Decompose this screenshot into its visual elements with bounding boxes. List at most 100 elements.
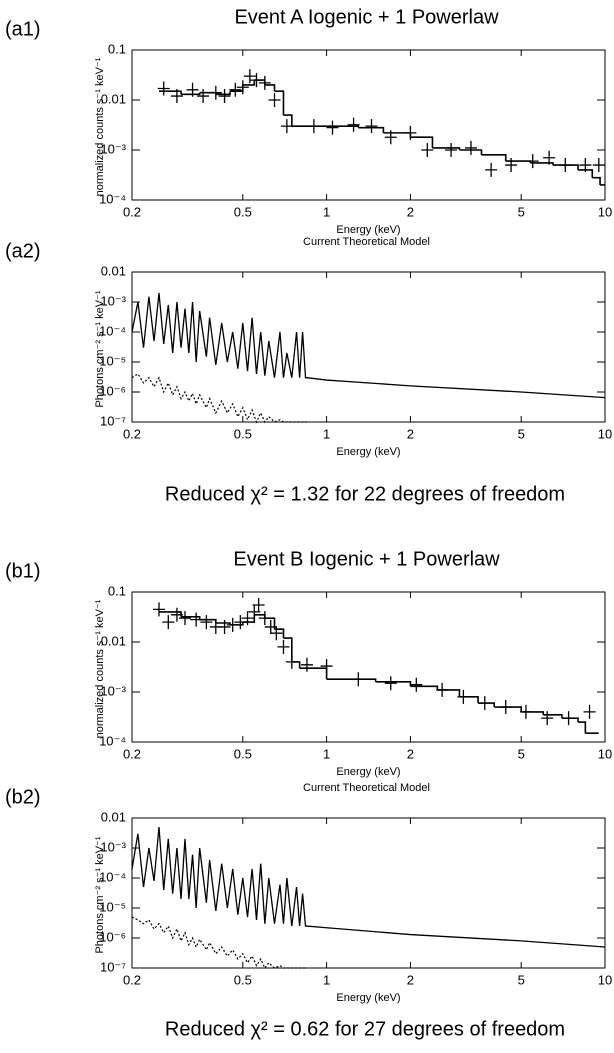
y-axis-label: Photons cm⁻² s⁻¹ keV⁻¹ [94, 290, 106, 407]
x-tick-label: 0.2 [123, 746, 141, 761]
x-tick-label: 5 [518, 972, 525, 987]
x-axis-label: Energy (keV) [336, 446, 400, 458]
x-tick-label: 1 [323, 746, 330, 761]
data-point [200, 615, 213, 630]
model-step [358, 126, 385, 133]
model-step [158, 611, 182, 617]
data-point [365, 119, 378, 134]
model-step [561, 717, 579, 723]
data-point [270, 626, 283, 641]
data-point [464, 140, 477, 155]
model-step [437, 689, 461, 697]
model-step [299, 667, 328, 680]
x-tick-label: 0.2 [123, 204, 141, 219]
x-tick-label: 2 [407, 972, 414, 987]
model-step [264, 84, 276, 92]
x-tick-label: 0.5 [234, 972, 252, 987]
data-point [421, 143, 434, 157]
panel-label: (a2) [5, 240, 41, 262]
data-point [347, 117, 360, 132]
model-step [283, 114, 293, 127]
data-point [229, 82, 242, 97]
model-step [530, 162, 554, 166]
model-step [230, 622, 244, 626]
data-point [243, 69, 256, 84]
model-step [181, 615, 201, 620]
model-step [242, 614, 256, 623]
model-step [432, 147, 461, 150]
chart-title: Current Theoretical Model [303, 236, 430, 248]
x-tick-label: 1 [323, 426, 330, 441]
model-step [410, 136, 434, 148]
panel-label: (b2) [5, 786, 41, 808]
model-step [459, 149, 483, 155]
model-step [274, 628, 285, 639]
data-point [583, 704, 596, 719]
x-axis-label: Energy (keV) [336, 766, 400, 778]
model-step [459, 696, 479, 704]
data-point [268, 93, 281, 107]
plot-frame [131, 817, 606, 969]
x-tick-label: 2 [407, 746, 414, 761]
x-tick-label: 5 [518, 746, 525, 761]
y-tick-label: 0.01 [101, 809, 126, 824]
model-step [521, 711, 545, 715]
model-step [478, 702, 496, 708]
x-tick-label: 5 [518, 204, 525, 219]
y-tick-label: 0.1 [108, 41, 126, 56]
model-step [283, 637, 293, 662]
model-step [326, 125, 360, 128]
data-point [218, 89, 231, 104]
data-point [485, 162, 498, 177]
model-step [199, 91, 217, 95]
data-point [541, 711, 554, 726]
model-step [215, 622, 231, 625]
model-step [410, 685, 439, 690]
y-tick-label: 0.1 [108, 583, 126, 598]
data-point [157, 81, 170, 96]
data-point [410, 677, 423, 692]
model-step [215, 91, 231, 96]
model-step [543, 713, 563, 719]
plot-frame [131, 271, 606, 423]
y-tick-label: 10⁻⁴ [99, 191, 126, 206]
data-point [326, 120, 339, 135]
data-point [178, 611, 191, 626]
y-tick-label: 10⁻⁵ [99, 353, 126, 368]
x-tick-label: 2 [407, 204, 414, 219]
data-point [197, 89, 210, 104]
model-step [291, 661, 301, 669]
y-tick-label: 0.01 [101, 263, 126, 278]
model-step [254, 79, 266, 85]
model-step [254, 613, 266, 619]
y-axis-label: normalized counts s⁻¹ keV⁻¹ [94, 57, 106, 196]
x-tick-label: 10 [598, 426, 612, 441]
model-line [131, 826, 606, 948]
x-tick-label: 0.5 [234, 426, 252, 441]
model-step [494, 706, 522, 712]
x-tick-label: 1 [323, 972, 330, 987]
model-step [274, 90, 285, 116]
y-tick-label: 10⁻⁴ [99, 323, 126, 338]
data-point [445, 143, 458, 157]
x-tick-label: 2 [407, 426, 414, 441]
data-point [505, 158, 518, 173]
y-tick-label: 0.01 [101, 633, 126, 648]
y-tick-label: 10⁻⁵ [99, 899, 126, 914]
panel-label: (a1) [5, 18, 41, 40]
component-line [131, 916, 307, 970]
y-axis-label: normalized counts s⁻¹ keV⁻¹ [94, 599, 106, 738]
fit-annotation: Reduced χ² = 1.32 for 22 degrees of free… [165, 483, 565, 505]
model-step [326, 678, 377, 682]
x-tick-label: 10 [598, 972, 612, 987]
y-axis-label: Photons cm⁻² s⁻¹ keV⁻¹ [94, 836, 106, 953]
model-step [264, 617, 276, 630]
data-point [162, 615, 175, 630]
model-step [481, 154, 507, 162]
model-step [383, 132, 412, 138]
x-tick-label: 10 [598, 746, 612, 761]
x-tick-label: 1 [323, 204, 330, 219]
data-point [277, 639, 290, 654]
fit-annotation: Reduced χ² = 0.62 for 27 degrees of free… [165, 1018, 565, 1040]
